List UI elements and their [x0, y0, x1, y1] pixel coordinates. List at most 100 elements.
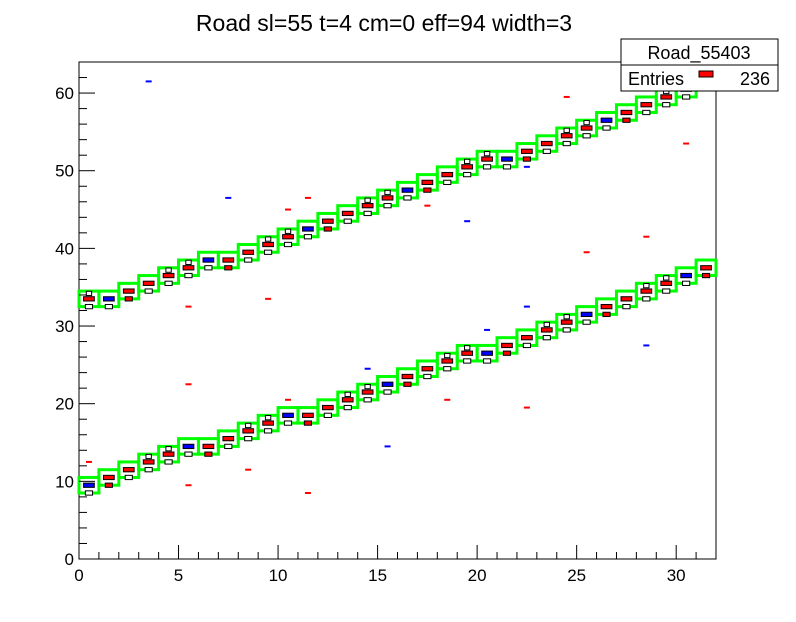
hit-cell	[403, 195, 412, 201]
hit-cell	[283, 241, 293, 248]
hit-cell	[501, 342, 513, 349]
hit-cell	[343, 218, 352, 224]
hit-cell	[83, 296, 95, 302]
hit-cell	[361, 389, 374, 395]
hit-cell	[461, 350, 474, 356]
hit-cell	[244, 257, 253, 263]
hit-cell	[381, 381, 394, 387]
hit-cell	[662, 288, 671, 294]
hit-cell	[444, 352, 451, 359]
hit-cell	[282, 234, 294, 240]
axes: 0 5 10 15 20 25 30 0 10 20 30 40 50 60	[55, 61, 717, 585]
plot-frame	[78, 61, 717, 560]
hit-cell	[384, 189, 391, 196]
hit-cell	[182, 265, 195, 271]
hit-cell	[481, 350, 493, 356]
noise-hit	[304, 491, 311, 494]
hit-cell	[122, 288, 135, 294]
noise-hit	[424, 204, 431, 207]
y-tick-label: 50	[55, 162, 74, 181]
y-tick-label: 30	[55, 317, 74, 336]
noise-hit	[484, 328, 491, 331]
hit-cell	[620, 296, 633, 302]
hit-cell	[264, 236, 272, 242]
hit-cell	[600, 117, 613, 123]
hit-cell	[563, 127, 570, 133]
hit-cell	[600, 303, 613, 310]
hit-cell	[441, 358, 454, 364]
noise-hit	[563, 95, 570, 98]
hit-cell	[483, 150, 491, 157]
hit-cell	[580, 125, 593, 131]
hit-cell	[443, 179, 452, 186]
hit-cell	[343, 404, 352, 411]
hit-cell	[563, 314, 570, 320]
hit-cell	[602, 311, 611, 318]
hit-cell	[540, 140, 553, 147]
hit-cell	[682, 94, 691, 100]
hit-cell	[302, 226, 314, 232]
x-tick-label: 30	[667, 566, 686, 585]
noise-hit	[185, 305, 192, 308]
stats-entries-label: Entries	[628, 69, 684, 89]
hit-cell	[84, 303, 94, 310]
noise-hit	[85, 460, 92, 463]
hit-cell	[663, 275, 670, 281]
noise-hit	[285, 208, 292, 211]
hit-cell	[262, 420, 274, 426]
hit-cell	[502, 164, 512, 170]
noise-hit	[245, 468, 252, 471]
hit-cell	[164, 280, 173, 286]
hit-cell	[582, 319, 591, 325]
hit-cell	[83, 482, 95, 488]
hit-cell	[282, 412, 294, 418]
hit-cell	[321, 218, 334, 224]
hit-cell	[463, 345, 471, 351]
hit-cell	[162, 451, 175, 457]
x-tick-label: 10	[269, 566, 288, 585]
hit-cell	[242, 249, 255, 255]
hit-cell	[222, 435, 235, 442]
hit-cell	[640, 288, 653, 294]
hit-cell	[341, 397, 354, 403]
hit-cell	[423, 373, 432, 380]
hit-cell	[242, 428, 255, 434]
noise-hit	[304, 196, 311, 199]
hit-cell	[401, 373, 414, 380]
hit-cell	[245, 422, 252, 429]
hit-cell	[381, 195, 394, 201]
x-tick-label: 15	[368, 566, 387, 585]
hit-cell	[323, 226, 332, 232]
y-tick-label: 60	[55, 84, 74, 103]
hit-cell	[401, 187, 414, 193]
hit-cell	[463, 171, 472, 178]
hit-cell	[542, 148, 551, 154]
hit-cell	[85, 290, 93, 297]
hit-cell	[481, 156, 493, 162]
hit-cell	[122, 467, 135, 473]
hit-cell	[361, 203, 374, 209]
hit-cell	[84, 490, 94, 496]
hit-cell	[501, 156, 513, 162]
hit-cell	[640, 102, 653, 108]
noise-hit	[265, 297, 272, 300]
noise-hit	[185, 484, 192, 487]
hit-cell	[222, 257, 235, 263]
hit-cell	[482, 358, 492, 364]
hit-cell	[303, 420, 313, 426]
hit-cell	[144, 288, 153, 294]
hit-cell	[364, 197, 371, 203]
hit-cell	[364, 383, 371, 390]
y-tick-label: 0	[65, 550, 74, 569]
hit-cell	[104, 303, 113, 310]
noise-hit	[523, 305, 530, 308]
stats-legend-swatch	[698, 70, 714, 78]
noise-hit	[285, 398, 292, 401]
hit-cell	[165, 446, 172, 452]
hit-cell	[164, 459, 173, 465]
y-tick-label: 40	[55, 239, 74, 258]
hit-cell	[185, 259, 192, 265]
noise-hit	[444, 398, 451, 401]
hit-cell	[443, 366, 452, 372]
